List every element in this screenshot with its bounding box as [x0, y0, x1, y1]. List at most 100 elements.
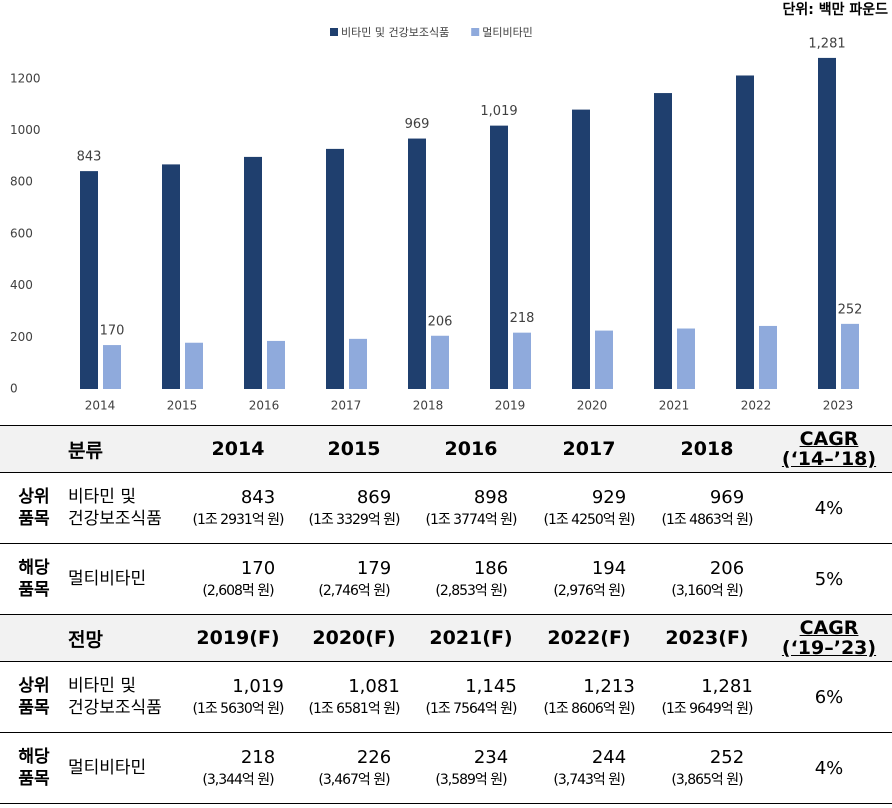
value-cell: 170 (2,608먹 원) [180, 543, 296, 615]
data-label: 1,019 [480, 104, 517, 119]
header-cell: 2014 [180, 425, 296, 473]
value-krw: (1조 3329억 원) [308, 512, 400, 528]
bar [349, 338, 367, 389]
cagr-header-line: CAGR [799, 617, 859, 639]
header-cell: 2021(F) [412, 614, 530, 662]
value-cell: 234 (3,589억 원) [412, 732, 530, 804]
group-line: 품목 [18, 509, 50, 529]
bar [326, 148, 344, 389]
item-cell: 비타민 및 건강보조식품 [68, 661, 180, 733]
bar [80, 171, 98, 389]
x-tick-label: 2020 [577, 399, 608, 413]
value-number: 206 [709, 558, 745, 579]
x-tick-label: 2015 [167, 399, 198, 413]
x-tick-label: 2017 [331, 399, 362, 413]
item-cell: 멀티비타민 [68, 543, 180, 615]
header-cell: 분류 [68, 425, 180, 473]
item-cell: 비타민 및 건강보조식품 [68, 472, 180, 544]
chart: 단위: 백만 파운드 0 200 400 600 800 1000 1200 비타민 및 건강… [10, 1, 888, 413]
header-cell: 2019(F) [180, 614, 296, 662]
value-krw: (3,589억 원) [435, 772, 507, 788]
value-krw: (2,608먹 원) [202, 583, 274, 599]
value-krw: (3,344억 원) [202, 772, 274, 788]
value-krw: (1조 9649억 원) [661, 701, 753, 717]
data-row: 해당 품목 멀티비타민 218 (3,344억 원) 226 (3,467억 원) 234 (3… [0, 732, 892, 804]
group-line: 해당 [18, 558, 50, 578]
group-cell: 해당 품목 [0, 732, 68, 804]
data-row: 상위 품목 비타민 및 건강보조식품 843 (1조 2931억 원) 869 (1조 332… [0, 472, 892, 544]
header-row: 분류 2014 2015 2016 2017 2018 CAGR (‘14–’18) [0, 425, 892, 473]
cagr-header: CAGR (‘14–’18) [766, 425, 892, 473]
value-number: 1,019 [232, 676, 284, 697]
value-cell: 1,081 (1조 6581억 원) [296, 661, 412, 733]
item-line: 비타민 및 [68, 676, 136, 696]
cagr-header: CAGR (‘19–’23) [766, 614, 892, 662]
header-row: 전망 2019(F) 2020(F) 2021(F) 2022(F) 2023(F) CAG… [0, 614, 892, 662]
value-cell: 969 (1조 4863억 원) [648, 472, 766, 544]
item-line: 비타민 및 [68, 487, 136, 507]
bar [490, 125, 508, 390]
value-cell: 1,145 (1조 7564억 원) [412, 661, 530, 733]
value-krw: (2,976억 원) [553, 583, 625, 599]
value-number: 244 [591, 747, 627, 768]
y-tick-label: 200 [10, 330, 33, 344]
bar [677, 328, 695, 389]
item-line: 건강보조식품 [68, 509, 162, 529]
value-number: 218 [240, 747, 276, 768]
bar [408, 138, 426, 389]
value-number: 969 [709, 487, 745, 508]
value-number: 186 [473, 558, 509, 579]
value-krw: (3,865억 원) [671, 772, 743, 788]
bar [736, 75, 754, 390]
value-number: 869 [356, 487, 392, 508]
cagr-header-line: (‘14–’18) [781, 448, 877, 470]
cagr-cell: 4% [766, 732, 892, 804]
value-cell: 898 (1조 3774억 원) [412, 472, 530, 544]
value-cell: 1,281 (1조 9649억 원) [648, 661, 766, 733]
value-krw: (1조 8606억 원) [543, 701, 635, 717]
bar [244, 156, 262, 389]
value-number: 170 [240, 558, 276, 579]
y-tick-label: 1200 [10, 71, 41, 85]
header-cell: 2018 [648, 425, 766, 473]
data-label: 206 [428, 314, 453, 329]
data-label: 969 [405, 117, 430, 132]
data-label: 843 [77, 150, 102, 165]
value-number: 179 [356, 558, 392, 579]
x-tick-label: 2016 [249, 399, 280, 413]
data-row: 해당 품목 멀티비타민 170 (2,608먹 원) 179 (2,746억 원) 186 (2… [0, 543, 892, 615]
value-cell: 843 (1조 2931억 원) [180, 472, 296, 544]
x-tick-label: 2023 [823, 399, 854, 413]
legend-label: 비타민 및 건강보조식품 [341, 26, 449, 39]
item-line: 멀티비타민 [68, 569, 147, 589]
cagr-cell: 4% [766, 472, 892, 544]
y-tick-label: 400 [10, 278, 33, 292]
x-tick-label: 2021 [659, 399, 690, 413]
data-label: 218 [510, 311, 535, 326]
blank-cell [0, 425, 68, 473]
value-cell: 179 (2,746억 원) [296, 543, 412, 615]
value-cell: 869 (1조 3329억 원) [296, 472, 412, 544]
x-tick-label: 2018 [413, 399, 444, 413]
bar [841, 323, 859, 389]
header-cell: 2015 [296, 425, 412, 473]
bar [162, 164, 180, 389]
y-tick-label: 800 [10, 175, 33, 189]
value-number: 234 [473, 747, 509, 768]
value-cell: 929 (1조 4250억 원) [530, 472, 648, 544]
group-line: 해당 [18, 747, 50, 767]
x-tick-label: 2019 [495, 399, 526, 413]
group-line: 상위 [18, 487, 50, 507]
value-number: 1,281 [701, 676, 753, 697]
value-cell: 252 (3,865억 원) [648, 732, 766, 804]
value-krw: (3,467억 원) [318, 772, 390, 788]
value-krw: (1조 4863억 원) [661, 512, 753, 528]
value-number: 1,213 [583, 676, 635, 697]
group-cell: 해당 품목 [0, 543, 68, 615]
item-cell: 멀티비타민 [68, 732, 180, 804]
bar [818, 57, 836, 390]
header-cell: 2016 [412, 425, 530, 473]
bar [431, 335, 449, 389]
y-tick-label: 600 [10, 226, 33, 240]
